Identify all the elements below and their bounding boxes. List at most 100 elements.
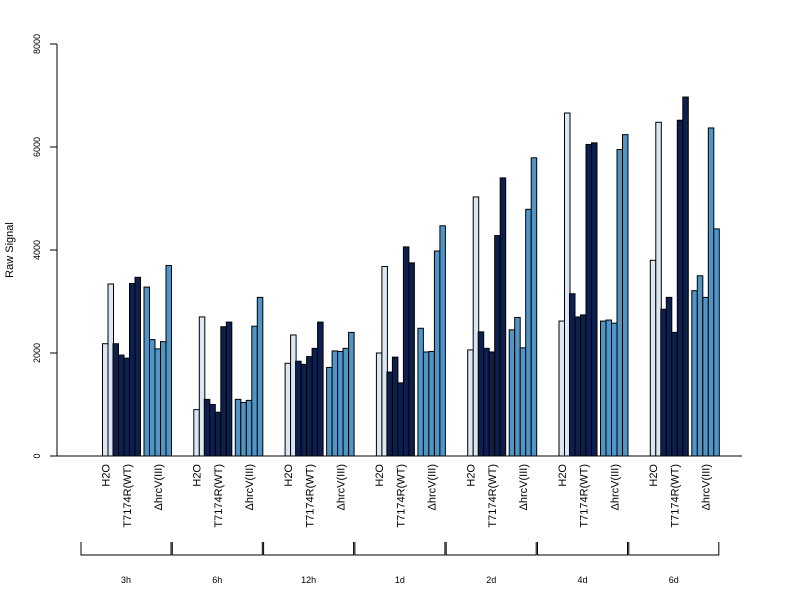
bar-3h-ΔhrcV(III)-1 [149,339,156,457]
timepoint-label: 1d [395,575,405,585]
bar-12h-T7174R(WT)-0 [295,360,302,457]
bar-2d-ΔhrcV(III)-4 [530,157,538,457]
category-label: T7174R(WT) [578,464,590,528]
timepoint-label: 2d [486,575,496,585]
bar-4d-H2O-2 [564,112,571,457]
bar-6h-T7174R(WT)-3 [220,326,227,457]
bar-6d-T7174R(WT)-1 [665,296,673,457]
bar-12h-ΔhrcV(III)-3 [342,347,350,457]
bar-6h-ΔhrcV(III)-3 [251,325,258,457]
bar-1d-T7174R(WT)-0 [386,371,393,457]
bar-6d-T7174R(WT)-0 [660,308,667,457]
bar-1d-ΔhrcV(III)-2 [428,350,435,457]
bar-6h-H2O-1 [193,409,200,457]
bar-4d-ΔhrcV(III)-3 [616,149,623,457]
bar-1d-ΔhrcV(III)-0 [417,327,424,457]
bar-12h-ΔhrcV(III)-1 [331,350,339,457]
bar-2d-ΔhrcV(III)-3 [525,208,532,457]
bar-2d-T7174R(WT)-0 [477,331,485,457]
category-label: T7174R(WT) [213,464,225,528]
bar-3h-ΔhrcV(III)-4 [165,264,172,457]
bar-4d-H2O-1 [558,320,565,457]
bar-4d-T7174R(WT)-1 [574,316,581,457]
bar-12h-ΔhrcV(III)-0 [326,366,333,457]
bar-1d-ΔhrcV(III)-4 [439,225,446,457]
bar-6h-ΔhrcV(III)-1 [240,401,247,457]
bar-3h-T7174R(WT)-2 [123,357,130,457]
category-label: ΔhrcV(III) [609,464,621,510]
category-label: T7174R(WT) [122,464,134,528]
y-axis-ticks: 0 2000 4000 6000 8000 [32,34,57,459]
bar-2d-T7174R(WT)-4 [499,177,507,457]
bar-6d-ΔhrcV(III)-3 [707,127,715,457]
timepoint-brackets: 3h 6h 12h 1d 2d 4d 6d [80,542,720,585]
category-label: ΔhrcV(III) [518,464,530,510]
bar-12h-T7174R(WT)-3 [311,347,319,457]
bar-2d-H2O-1 [467,349,474,457]
bar-6h-T7174R(WT)-1 [209,404,216,457]
bar-3h-H2O-1 [102,343,109,457]
y-tick-label: 4000 [32,240,42,260]
bar-6h-ΔhrcV(III)-0 [234,398,242,457]
bar-6h-H2O-2 [198,316,206,457]
bar-4d-T7174R(WT)-0 [569,293,576,457]
category-labels: H2O T7174R(WT) ΔhrcV(III) H2O T7174R(WT) Δhrc… [100,464,712,528]
bar-6d-T7174R(WT)-3 [676,119,684,457]
bar-6d-ΔhrcV(III)-2 [702,296,709,457]
y-tick-label: 8000 [32,34,42,54]
bar-1d-ΔhrcV(III)-1 [422,351,430,457]
category-label: T7174R(WT) [487,464,499,528]
category-label: H2O [557,464,569,487]
bar-1d-T7174R(WT)-3 [402,246,410,457]
bar-1d-H2O-1 [375,352,383,457]
bar-2d-T7174R(WT)-2 [488,351,496,457]
bar-3h-ΔhrcV(III)-0 [143,286,150,457]
category-label: ΔhrcV(III) [427,464,439,510]
category-label: H2O [283,464,295,487]
bar-6d-ΔhrcV(III)-1 [696,275,704,457]
timepoint-label: 3h [121,575,131,585]
bar-groups [102,96,720,457]
bar-2d-T7174R(WT)-1 [483,347,490,457]
timepoint-bracket [171,542,263,556]
bar-2d-ΔhrcV(III)-1 [514,316,521,457]
bar-12h-H2O-1 [284,362,292,457]
bar-3h-ΔhrcV(III)-2 [154,348,161,457]
bar-1d-ΔhrcV(III)-3 [433,250,441,457]
bar-6d-H2O-1 [649,259,657,457]
bar-6h-ΔhrcV(III)-4 [256,296,264,457]
bar-6d-T7174R(WT)-4 [682,96,689,457]
y-tick-label: 0 [32,453,42,458]
timepoint-bracket [263,542,355,556]
bar-4d-ΔhrcV(III)-4 [622,134,629,457]
bar-2d-H2O-2 [472,196,480,457]
bar-12h-ΔhrcV(III)-4 [348,331,355,457]
category-label: ΔhrcV(III) [244,464,256,510]
category-label: H2O [100,464,112,487]
category-label: T7174R(WT) [304,464,316,528]
category-label: T7174R(WT) [670,464,682,528]
bar-1d-T7174R(WT)-2 [397,382,404,457]
bar-4d-T7174R(WT)-2 [580,314,587,457]
category-label: ΔhrcV(III) [701,464,713,510]
bar-6d-ΔhrcV(III)-0 [691,290,698,457]
bar-4d-ΔhrcV(III)-1 [605,319,612,457]
timepoint-bracket [445,542,537,556]
bar-12h-T7174R(WT)-1 [300,363,308,457]
category-label: H2O [374,464,386,487]
bar-6h-T7174R(WT)-2 [214,411,222,457]
timepoint-label: 4d [577,575,587,585]
y-tick-label: 2000 [32,343,42,363]
bar-4d-ΔhrcV(III)-2 [611,322,618,457]
bar-2d-ΔhrcV(III)-0 [508,329,516,457]
timepoint-bracket [537,542,628,556]
bar-6h-ΔhrcV(III)-2 [245,399,253,457]
timepoint-label: 12h [301,575,316,585]
y-axis-label: Raw Signal [4,222,16,278]
category-label: T7174R(WT) [396,464,408,528]
category-label: H2O [465,464,477,487]
bar-3h-T7174R(WT)-4 [134,276,141,457]
category-label: ΔhrcV(III) [335,464,347,510]
bar-6h-T7174R(WT)-4 [225,321,233,457]
